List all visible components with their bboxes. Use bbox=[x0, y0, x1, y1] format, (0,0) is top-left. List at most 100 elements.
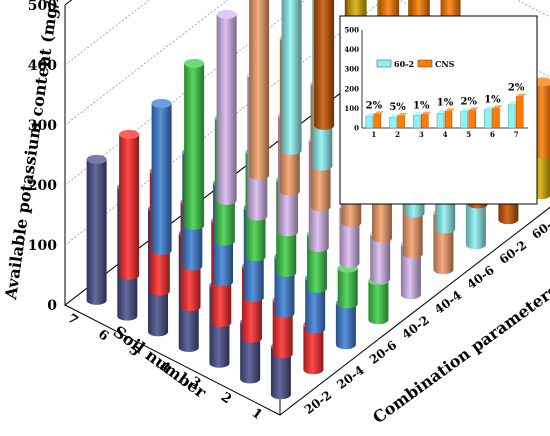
bar-body bbox=[216, 14, 237, 205]
inset-bar-60-2-5 bbox=[460, 108, 471, 129]
bar-body bbox=[184, 63, 205, 230]
bar-20-2-soil-7 bbox=[86, 154, 107, 305]
inset-bar-top bbox=[437, 110, 447, 114]
inset-bar-rect bbox=[492, 108, 500, 129]
inset-bar-rect bbox=[397, 115, 405, 129]
inset-bar-CNS-2 bbox=[397, 112, 408, 129]
inset-x-tick: 1 bbox=[371, 130, 376, 139]
inset-bar-CNS-7 bbox=[515, 93, 527, 129]
inset-annotation: 2% bbox=[508, 83, 525, 94]
inset-bars: 0 100 200 300 400 500 1 2% 2 5% 3 1% 4 1% 5 2% 6 1% 7 2% bbox=[344, 26, 528, 139]
bar-body bbox=[270, 346, 291, 400]
inset-bar-60-2-3 bbox=[413, 112, 424, 129]
inset-bar-top bbox=[460, 108, 471, 112]
bar-20-6-soil-7 bbox=[151, 98, 172, 255]
inset-y-tick: 500 bbox=[344, 26, 359, 35]
bar-top bbox=[184, 58, 205, 68]
inset-bar-60-2-6 bbox=[484, 106, 495, 129]
bar-body bbox=[337, 267, 358, 309]
inset-bar-top bbox=[397, 112, 408, 116]
inset-bar-CNS-6 bbox=[492, 105, 503, 129]
inset-bar-rect bbox=[515, 96, 524, 129]
inset-y-tick: 0 bbox=[354, 124, 359, 133]
z-tick-label: 400 bbox=[28, 58, 57, 74]
inset-bar-top bbox=[484, 106, 495, 110]
inset-annotation: 1% bbox=[437, 97, 454, 108]
inset-bar-rect bbox=[468, 110, 476, 129]
inset-bar-rect bbox=[389, 116, 397, 129]
inset-bar-top bbox=[508, 101, 519, 105]
inset-annotation: 1% bbox=[484, 94, 501, 105]
inset-bar-rect bbox=[484, 109, 492, 129]
inset-y-tick: 100 bbox=[344, 104, 359, 113]
inset-bar-top bbox=[389, 114, 400, 118]
inset-bar-rect bbox=[436, 113, 445, 129]
z-tick-label: 100 bbox=[28, 238, 57, 254]
inset-bar-rect bbox=[373, 114, 382, 129]
inset-bar-top bbox=[413, 112, 424, 116]
z-tick-label: 500 bbox=[28, 0, 57, 14]
bar-body bbox=[303, 324, 324, 375]
z-axis-label: Available potassium content (mg/kg) bbox=[1, 0, 66, 302]
y-tick-label: 7 bbox=[64, 311, 80, 328]
inset-bar-top bbox=[492, 105, 503, 109]
inset-x-tick: 4 bbox=[443, 130, 448, 139]
legend-label-cns: CNS bbox=[435, 59, 455, 69]
inset-bar-top bbox=[445, 108, 455, 112]
inset-annotation: 1% bbox=[413, 101, 430, 112]
inset-bar-top bbox=[365, 113, 376, 117]
legend-label-60-2: 60-2 bbox=[394, 59, 414, 69]
bar-body bbox=[86, 159, 107, 305]
z-tick-label: 300 bbox=[28, 118, 57, 134]
inset-x-tick: 7 bbox=[514, 130, 519, 139]
z-grid-line bbox=[64, 0, 229, 126]
z-tick-label: 0 bbox=[47, 298, 57, 314]
inset-frame bbox=[339, 15, 538, 205]
inset-bar-top bbox=[421, 111, 432, 115]
inset-bar-top bbox=[468, 107, 479, 111]
inset-annotation: 2% bbox=[460, 96, 477, 107]
inset-bar-CNS-4 bbox=[444, 108, 455, 129]
bar-top bbox=[119, 129, 140, 139]
bar-body bbox=[281, 0, 302, 155]
inset-x-tick: 2 bbox=[395, 130, 400, 139]
inset-bar-60-2-4 bbox=[436, 110, 447, 129]
inset-y-tick: 200 bbox=[344, 84, 359, 93]
bar-body bbox=[119, 134, 140, 280]
inset-x-tick: 5 bbox=[466, 130, 471, 139]
inset-x-tick: 3 bbox=[419, 130, 424, 139]
y-tick-label: 1 bbox=[249, 406, 265, 423]
bar-40-2-soil-7 bbox=[184, 58, 205, 230]
inset-bar-60-2-1 bbox=[365, 113, 376, 129]
bar-body bbox=[368, 280, 389, 325]
bar-40-4-soil-7 bbox=[216, 9, 237, 205]
legend-swatch-60-2 bbox=[376, 59, 392, 68]
inset-bar-chart: 60-2 CNS 0 100 200 300 400 500 1 2% 2 5% 3 1% 4 1% 5 2%… bbox=[339, 15, 538, 205]
inset-bar-top bbox=[373, 111, 384, 115]
bar-60-4-soil-7 bbox=[314, 0, 335, 130]
legend-swatch-cns bbox=[417, 59, 433, 68]
z-grid-line bbox=[64, 0, 151, 66]
bar-body bbox=[314, 0, 335, 130]
inset-bar-CNS-5 bbox=[468, 107, 479, 129]
bar-top bbox=[151, 98, 172, 108]
bar-body bbox=[370, 233, 391, 284]
inset-bar-CNS-3 bbox=[421, 111, 432, 129]
inset-bar-rect bbox=[421, 114, 429, 129]
inset-bar-60-2-2 bbox=[389, 114, 400, 129]
y-tick-label: 6 bbox=[95, 327, 111, 344]
z-tick-label: 200 bbox=[28, 178, 57, 194]
inset-bar-rect bbox=[365, 115, 374, 129]
bar-60-2-soil-7 bbox=[281, 0, 302, 155]
inset-bar-rect bbox=[460, 111, 468, 129]
inset-bar-60-2-7 bbox=[507, 101, 519, 129]
inset-bar-rect bbox=[507, 104, 516, 129]
bar-body bbox=[151, 103, 172, 255]
bar-top bbox=[86, 154, 107, 164]
inset-bar-top bbox=[516, 93, 527, 97]
bar-body bbox=[335, 302, 356, 350]
bar-40-6-soil-7 bbox=[249, 0, 270, 180]
bar-top bbox=[216, 9, 237, 19]
